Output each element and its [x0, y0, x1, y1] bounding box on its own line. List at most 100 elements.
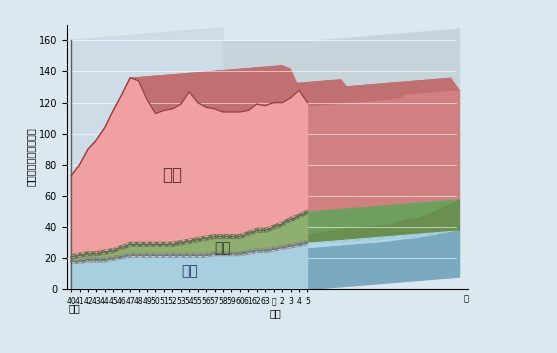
Polygon shape [232, 241, 392, 254]
Polygon shape [299, 78, 460, 103]
Polygon shape [139, 243, 299, 255]
Polygon shape [265, 90, 426, 106]
Polygon shape [139, 68, 299, 100]
Polygon shape [88, 247, 248, 260]
Polygon shape [139, 232, 299, 244]
Polygon shape [122, 232, 282, 247]
Polygon shape [240, 240, 400, 254]
Polygon shape [164, 96, 324, 110]
Polygon shape [214, 241, 375, 254]
Polygon shape [291, 232, 451, 246]
Polygon shape [96, 240, 257, 254]
Polygon shape [248, 92, 409, 110]
Polygon shape [80, 241, 240, 255]
Polygon shape [71, 277, 460, 289]
Polygon shape [130, 232, 291, 244]
Polygon shape [71, 28, 223, 289]
Polygon shape [147, 87, 307, 113]
Polygon shape [265, 215, 426, 230]
Polygon shape [88, 127, 248, 149]
Polygon shape [113, 235, 273, 251]
Polygon shape [96, 115, 257, 140]
Polygon shape [172, 92, 333, 109]
Polygon shape [155, 98, 316, 113]
Polygon shape [71, 211, 307, 262]
Polygon shape [248, 238, 409, 252]
Polygon shape [265, 237, 426, 251]
Polygon shape [130, 65, 291, 81]
Polygon shape [164, 232, 324, 244]
Polygon shape [223, 28, 460, 277]
Polygon shape [189, 243, 350, 255]
Polygon shape [223, 230, 460, 277]
Polygon shape [105, 238, 265, 252]
Polygon shape [198, 90, 358, 107]
Polygon shape [232, 224, 392, 237]
Polygon shape [122, 65, 282, 95]
Polygon shape [164, 243, 324, 255]
Polygon shape [223, 199, 460, 249]
Polygon shape [80, 247, 240, 262]
Polygon shape [232, 100, 392, 112]
Polygon shape [172, 230, 333, 244]
Polygon shape [240, 221, 400, 237]
Polygon shape [240, 98, 400, 112]
Polygon shape [206, 224, 367, 238]
Text: 運輸: 運輸 [181, 264, 198, 278]
Text: 平成: 平成 [270, 308, 281, 318]
Polygon shape [71, 243, 232, 257]
Polygon shape [198, 226, 358, 240]
Polygon shape [257, 218, 417, 230]
Polygon shape [248, 218, 409, 233]
Polygon shape [214, 224, 375, 237]
Polygon shape [181, 229, 341, 243]
Polygon shape [206, 241, 367, 255]
Polygon shape [223, 65, 460, 244]
Polygon shape [113, 82, 273, 110]
Polygon shape [282, 233, 443, 247]
Polygon shape [189, 227, 350, 241]
Polygon shape [147, 243, 307, 255]
Polygon shape [71, 243, 307, 289]
Polygon shape [96, 247, 257, 260]
Polygon shape [155, 232, 316, 244]
Polygon shape [223, 241, 383, 254]
Polygon shape [273, 235, 434, 249]
Polygon shape [273, 211, 434, 227]
Polygon shape [71, 28, 460, 40]
Polygon shape [307, 90, 460, 211]
Polygon shape [214, 96, 375, 112]
Polygon shape [181, 79, 341, 104]
Polygon shape [206, 95, 367, 109]
Polygon shape [223, 100, 383, 112]
Polygon shape [71, 152, 232, 176]
Polygon shape [105, 246, 265, 260]
Polygon shape [273, 90, 434, 103]
Y-axis label: 百万トン（炭素換算）: 百万トン（炭素換算） [26, 128, 36, 186]
Polygon shape [223, 224, 383, 237]
Polygon shape [299, 199, 460, 216]
Text: 年: 年 [463, 294, 468, 303]
Polygon shape [88, 241, 248, 254]
Polygon shape [257, 92, 417, 106]
Polygon shape [105, 98, 265, 127]
Polygon shape [282, 207, 443, 224]
Polygon shape [181, 243, 341, 255]
Polygon shape [113, 244, 273, 258]
Polygon shape [307, 199, 460, 243]
Polygon shape [282, 85, 443, 103]
Polygon shape [291, 78, 451, 98]
Polygon shape [189, 79, 350, 103]
Text: 民生: 民生 [214, 241, 231, 255]
Polygon shape [299, 230, 460, 244]
Polygon shape [130, 243, 291, 255]
Polygon shape [80, 137, 240, 165]
Text: 昭和: 昭和 [69, 304, 80, 313]
Polygon shape [147, 232, 307, 244]
Polygon shape [71, 78, 307, 257]
Polygon shape [122, 243, 282, 257]
Polygon shape [257, 238, 417, 251]
Polygon shape [71, 249, 232, 262]
Polygon shape [172, 243, 333, 255]
Text: 産業: 産業 [163, 166, 182, 184]
